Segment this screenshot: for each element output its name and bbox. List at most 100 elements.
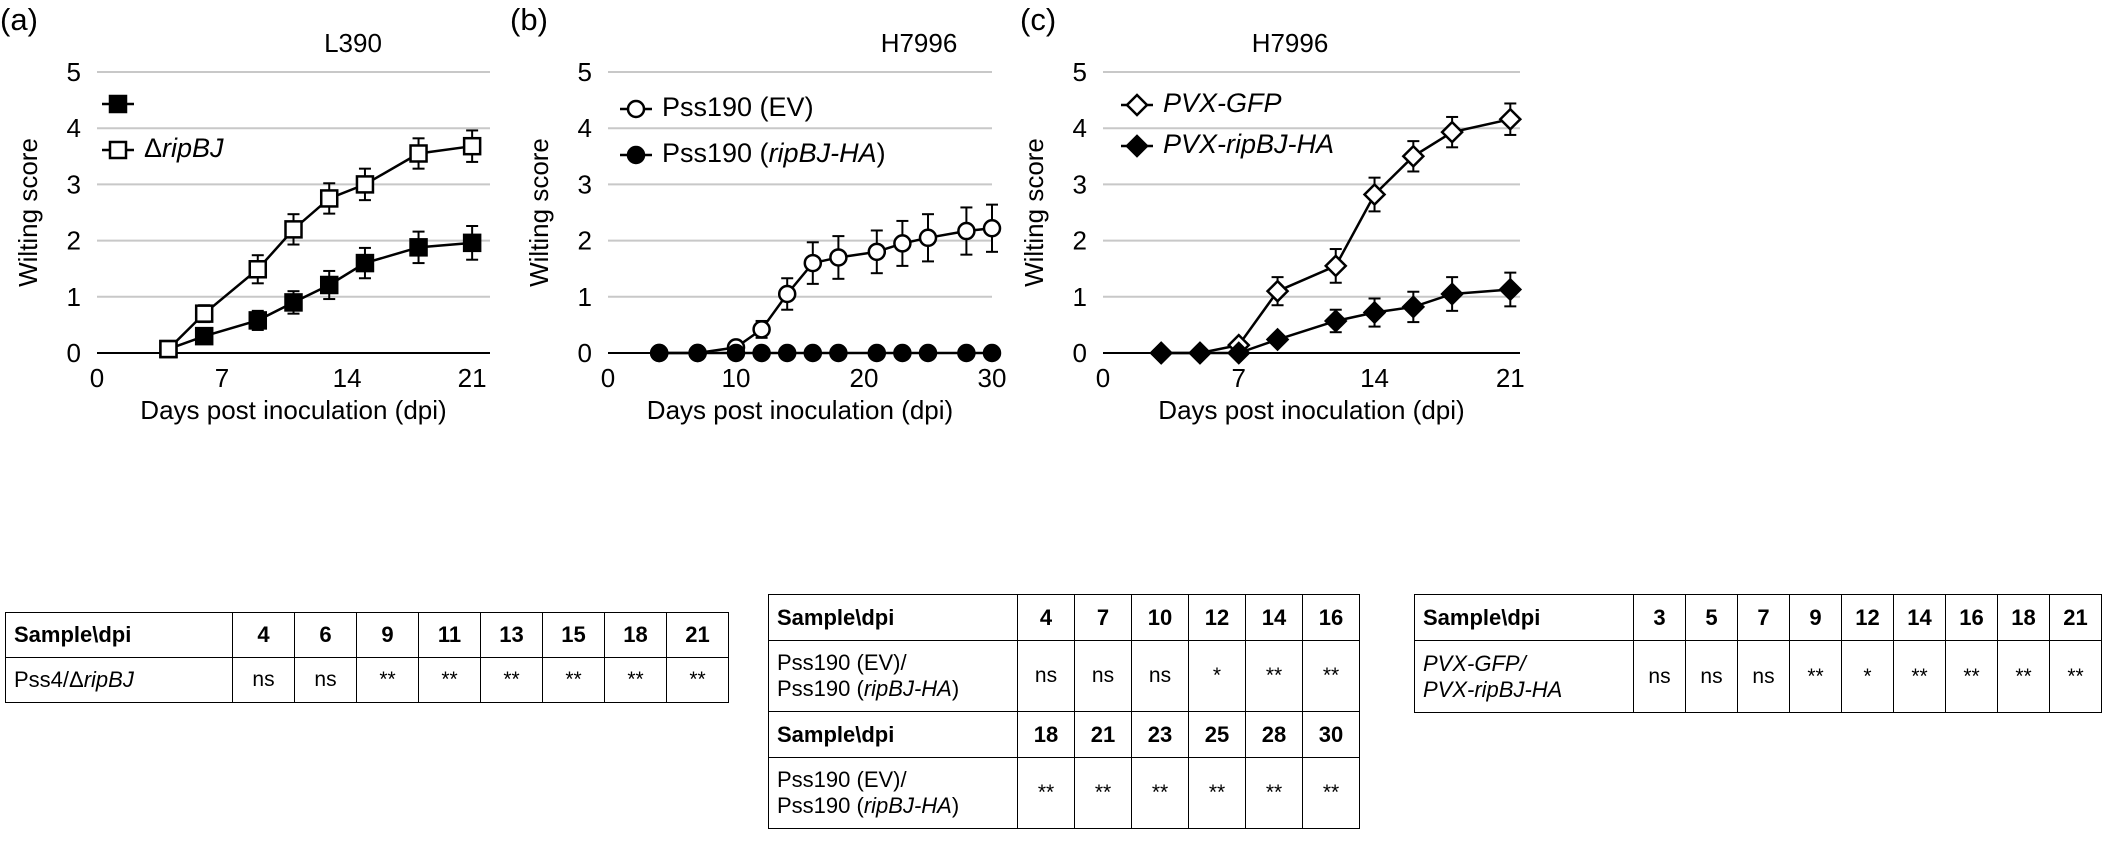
data-point xyxy=(918,343,938,363)
legend-marker xyxy=(626,99,646,119)
table-b-dpi: 23 xyxy=(1131,711,1189,758)
legend-marker xyxy=(626,145,646,165)
table-c-dpi: 5 xyxy=(1685,594,1738,641)
y-tick-label: 5 xyxy=(578,57,592,87)
data-point xyxy=(829,248,848,267)
data-point xyxy=(1401,144,1426,169)
y-tick-label: 1 xyxy=(67,282,81,312)
y-tick-label: 3 xyxy=(578,169,592,199)
y-tick-label: 2 xyxy=(1073,226,1087,256)
data-point xyxy=(194,304,214,323)
data-point xyxy=(752,343,771,363)
y-axis-label: Wilting score xyxy=(524,138,554,287)
table-b-value: ** xyxy=(1188,757,1246,829)
series-0 xyxy=(102,94,482,359)
series-1: ΔripBJ xyxy=(102,129,482,359)
table-b-row-label-line2-prefix: Pss190 ( xyxy=(777,793,864,818)
table-c-value: ** xyxy=(1945,640,1998,713)
data-point xyxy=(248,260,268,279)
x-axis-label: Days post inoculation (dpi) xyxy=(140,395,446,425)
y-tick-label: 4 xyxy=(67,113,81,143)
table-c-row-label-line2: PVX-ripBJ-HA xyxy=(1423,676,1563,702)
data-point xyxy=(867,343,887,363)
table-b-dpi: 18 xyxy=(1017,711,1075,758)
data-point xyxy=(982,218,1002,238)
data-point xyxy=(1362,300,1387,325)
data-point xyxy=(1440,282,1464,306)
table-c-value: ** xyxy=(1893,640,1946,713)
data-point xyxy=(159,339,178,359)
legend-marker xyxy=(1125,93,1149,117)
x-tick-label: 14 xyxy=(1360,363,1389,393)
legend-label: PVX-GFP xyxy=(1163,88,1282,118)
y-tick-label: 5 xyxy=(1073,57,1087,87)
table-b-dpi: 4 xyxy=(1017,594,1075,641)
x-tick-label: 30 xyxy=(978,363,1007,393)
table-a-row-label-prefix: Pss4/Δ xyxy=(14,667,84,692)
data-point xyxy=(319,275,339,295)
x-axis-label: Days post inoculation (dpi) xyxy=(647,395,953,425)
chart-panel-b: (b) H7996 0 1 2 3 4 5 0 10 20 30 Days post inoculati… xyxy=(510,2,1006,425)
data-point xyxy=(462,136,482,156)
data-point xyxy=(1440,120,1464,144)
data-point xyxy=(1401,295,1426,319)
y-tick-label: 3 xyxy=(1073,169,1087,199)
table-c-value: ** xyxy=(1997,640,2050,713)
chart-title: L390 xyxy=(324,28,382,58)
data-point xyxy=(1498,277,1523,302)
x-tick-label: 20 xyxy=(850,363,879,393)
data-point xyxy=(248,311,268,330)
y-tick-label: 1 xyxy=(578,282,592,312)
table-c-value: * xyxy=(1841,640,1894,713)
data-point xyxy=(194,326,214,346)
table-b-value: * xyxy=(1188,640,1246,712)
table-b-value: ** xyxy=(1074,757,1132,829)
table-a-value: ** xyxy=(418,657,481,703)
data-point xyxy=(957,343,976,363)
y-tick-label: 3 xyxy=(67,169,81,199)
table-b-header: Sample\dpi xyxy=(768,711,1018,758)
x-tick-label: 0 xyxy=(601,363,615,393)
legend-marker xyxy=(108,94,128,114)
table-a-dpi: 9 xyxy=(356,612,419,658)
data-point xyxy=(355,175,375,194)
table-c-dpi: 9 xyxy=(1789,594,1842,641)
data-point xyxy=(803,253,823,273)
table-b-value: ns xyxy=(1074,640,1132,712)
table-b-row-label: Pss190 (EV)/ Pss190 (ripBJ-HA) xyxy=(768,757,1018,829)
table-b-value: ** xyxy=(1302,757,1360,829)
table-c-row-label-line1: PVX-GFP/ xyxy=(1423,650,1526,676)
data-point xyxy=(1323,254,1348,278)
panel-label: (a) xyxy=(0,2,38,37)
x-tick-label: 7 xyxy=(215,363,229,393)
x-tick-label: 21 xyxy=(1496,363,1525,393)
table-b-dpi: 21 xyxy=(1074,711,1132,758)
data-point xyxy=(726,343,746,363)
table-b-dpi: 16 xyxy=(1302,594,1360,641)
table-a-dpi: 21 xyxy=(666,612,729,658)
legend-marker xyxy=(1125,134,1149,158)
y-axis-label: Wilting score xyxy=(13,138,43,287)
data-point xyxy=(284,293,303,312)
table-a-value: ns xyxy=(294,657,357,703)
table-a-row-label-italic: ripBJ xyxy=(83,667,134,692)
data-point xyxy=(982,343,1002,363)
data-point xyxy=(1498,107,1523,131)
y-tick-label: 1 xyxy=(1073,282,1087,312)
table-b-dpi: 10 xyxy=(1131,594,1189,641)
table-b-dpi: 14 xyxy=(1245,594,1303,641)
table-b-header: Sample\dpi xyxy=(768,594,1018,641)
table-c-dpi: 14 xyxy=(1893,594,1946,641)
table-b-value: ** xyxy=(1245,757,1303,829)
table-a-dpi: 6 xyxy=(294,612,357,658)
data-point xyxy=(777,284,797,304)
chart-title: H7996 xyxy=(1252,28,1329,58)
significance-table-c: Sample\dpi 3 5 7 9 12 14 16 18 21 PVX-GF… xyxy=(1414,594,2102,713)
table-c-value: ** xyxy=(2049,640,2102,713)
data-point xyxy=(918,228,938,248)
y-tick-label: 0 xyxy=(1073,338,1087,368)
data-point xyxy=(829,343,848,363)
y-tick-label: 4 xyxy=(1073,113,1087,143)
table-b-row-label-line1: Pss190 (EV)/ xyxy=(777,767,907,792)
table-a-dpi: 4 xyxy=(232,612,295,658)
